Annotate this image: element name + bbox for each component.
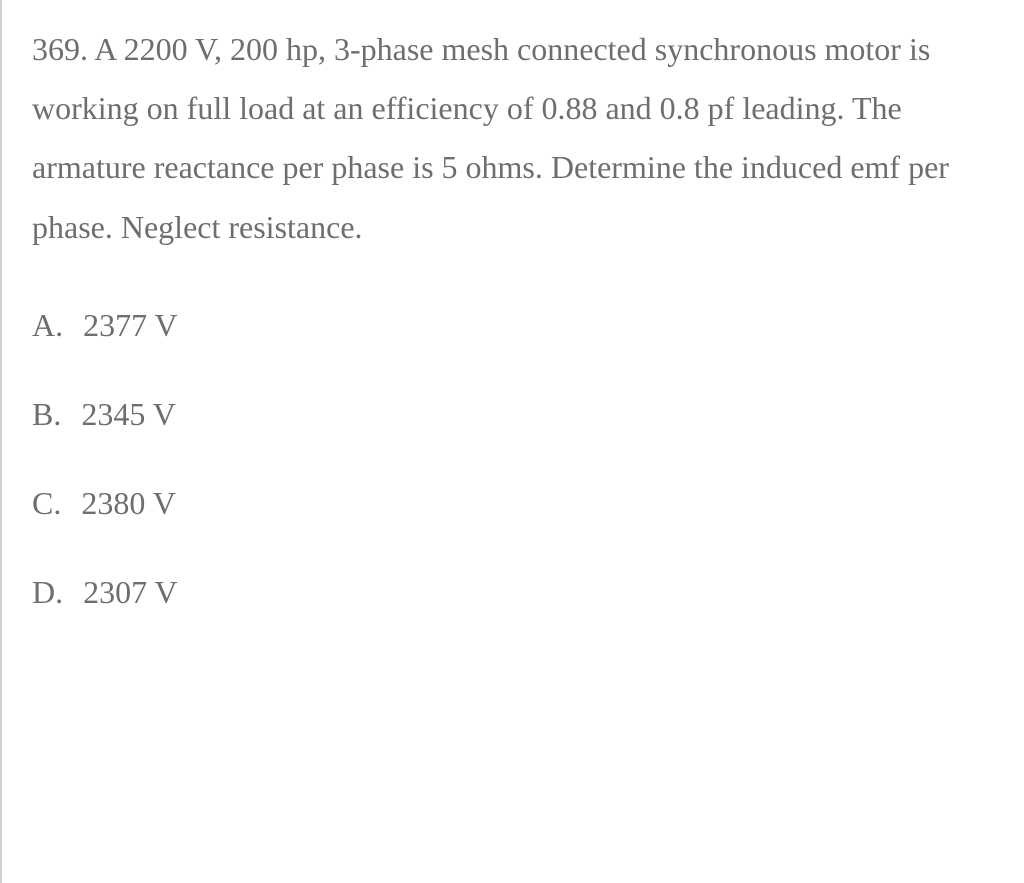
option-value: 2377 V	[83, 307, 178, 343]
option-label: C.	[32, 485, 61, 522]
option-a[interactable]: A. 2377 V	[32, 307, 994, 344]
option-value: 2345 V	[81, 396, 176, 432]
option-c[interactable]: C. 2380 V	[32, 485, 994, 522]
option-value: 2380 V	[81, 485, 176, 521]
option-value: 2307 V	[83, 574, 178, 610]
question-number: 369.	[32, 31, 88, 67]
option-label: D.	[32, 574, 63, 611]
question-body: A 2200 V, 200 hp, 3-phase mesh connected…	[32, 31, 949, 245]
option-label: B.	[32, 396, 61, 433]
option-label: A.	[32, 307, 63, 344]
options-list: A. 2377 V B. 2345 V C. 2380 V D. 2307 V	[32, 307, 994, 611]
question-block: 369. A 2200 V, 200 hp, 3-phase mesh conn…	[32, 20, 994, 257]
option-b[interactable]: B. 2345 V	[32, 396, 994, 433]
option-d[interactable]: D. 2307 V	[32, 574, 994, 611]
